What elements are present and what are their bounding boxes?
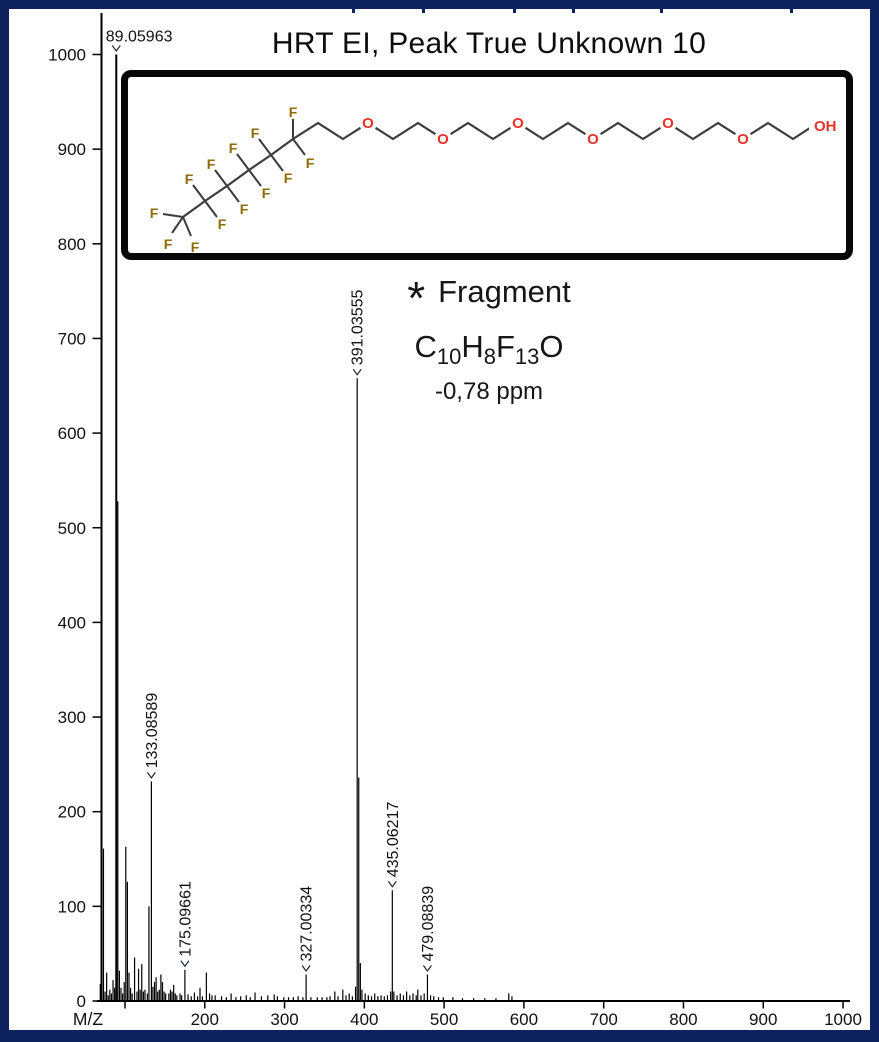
peak-caret <box>111 45 121 53</box>
f-atom-label: F <box>185 171 194 187</box>
f-atom-label: F <box>191 239 200 253</box>
f-atom-label: F <box>306 155 315 171</box>
tick-labels-layer: 0 100 200 300 400 500 600 700 800 900 1000 200 300 40… <box>48 46 862 1030</box>
f-atom-label: F <box>229 140 238 156</box>
peak-caret <box>180 960 190 968</box>
oh-group-label: OH <box>814 118 837 135</box>
molecule-backbone <box>182 121 814 218</box>
f-atom-label: F <box>289 104 298 120</box>
fluorine-labels: F F F F F F F F F F F F F <box>150 104 315 253</box>
o-atom-label: O <box>437 131 449 148</box>
fragment-annotation: * Fragment C10H8F13O -0,78 ppm <box>339 271 639 406</box>
x-tick-label: 300 <box>270 1010 298 1029</box>
y-tick-label: 400 <box>58 613 86 632</box>
x-axis-title: M/Z <box>73 1009 103 1029</box>
peak-label: 89.05963 <box>106 29 173 46</box>
x-tick-label: 800 <box>669 1010 697 1029</box>
top-edge-artifact <box>422 9 425 13</box>
top-edge-artifact <box>660 9 663 13</box>
y-tick-label: 0 <box>77 992 86 1011</box>
f-atom-label: F <box>251 125 260 141</box>
ticks-layer <box>92 53 844 1009</box>
fragment-annotation-line1: * Fragment <box>339 271 639 325</box>
peak-caret <box>352 368 362 376</box>
top-edge-artifact <box>352 9 355 13</box>
x-tick-label: 500 <box>430 1010 458 1029</box>
f-atom-label: F <box>207 156 216 172</box>
f-atom-label: F <box>150 205 159 221</box>
o-atom-label: O <box>362 115 374 132</box>
f-atom-label: F <box>218 216 227 232</box>
spectrum-plot: 0 100 200 300 400 500 600 700 800 900 1000 200 300 40… <box>48 13 862 1030</box>
peak-label: 479.08839 <box>420 886 437 962</box>
o-atom-label: O <box>662 115 674 132</box>
peak-caret <box>387 880 397 888</box>
x-tick-label: 1000 <box>824 1010 862 1029</box>
top-edge-artifact <box>790 9 793 13</box>
fragment-label: Fragment <box>438 274 571 309</box>
y-tick-label: 900 <box>58 140 86 159</box>
asterisk-marker: * <box>407 272 426 324</box>
oxygen-labels: O O O O O O OH <box>362 115 836 148</box>
mass-error: -0,78 ppm <box>434 378 544 406</box>
top-edge-artifact <box>572 9 575 13</box>
peak-label: 327.00334 <box>299 886 316 962</box>
fragment-formula: C10H8F13O <box>414 329 564 370</box>
molecule-structure: F F F F F F F F F F F F F O <box>150 104 845 253</box>
y-tick-label: 500 <box>58 519 86 538</box>
y-tick-label: 800 <box>58 235 86 254</box>
y-tick-label: 100 <box>58 897 86 916</box>
oxygen-masks <box>359 114 845 148</box>
top-edge-artifact <box>513 9 516 13</box>
f-atom-label: F <box>240 201 249 217</box>
peak-caret <box>422 965 432 973</box>
peak-label: 175.09661 <box>177 881 194 957</box>
peaks-layer <box>99 54 513 1001</box>
peak-label: 435.06217 <box>385 802 402 878</box>
peak-label: 133.08589 <box>144 693 161 769</box>
page-title: HRT EI, Peak True Unknown 10 <box>271 27 707 60</box>
y-tick-label: 200 <box>58 803 86 822</box>
peak-label: 391.03555 <box>350 289 367 365</box>
x-tick-label: 400 <box>350 1010 378 1029</box>
y-tick-label: 700 <box>58 329 86 348</box>
peak-labels-layer: 89.05963 133.08589 175.09661 327.00334 391.0… <box>106 29 437 973</box>
cf-bonds <box>162 119 306 237</box>
f-atom-label: F <box>164 236 173 252</box>
peak-caret <box>301 965 311 973</box>
y-tick-label: 600 <box>58 424 86 443</box>
y-tick-label: 300 <box>58 708 86 727</box>
y-tick-label: 1000 <box>48 46 86 65</box>
x-tick-label: 600 <box>510 1010 538 1029</box>
o-atom-label: O <box>737 131 749 148</box>
x-tick-label: 700 <box>589 1010 617 1029</box>
x-tick-label: 900 <box>749 1010 777 1029</box>
o-atom-label: O <box>512 115 524 132</box>
f-atom-label: F <box>262 185 271 201</box>
x-tick-label: 200 <box>191 1010 219 1029</box>
peak-caret <box>146 772 156 779</box>
f-atom-label: F <box>284 170 293 186</box>
o-atom-label: O <box>587 131 599 148</box>
structure-inset: F F F F F F F F F F F F F O <box>121 70 853 260</box>
